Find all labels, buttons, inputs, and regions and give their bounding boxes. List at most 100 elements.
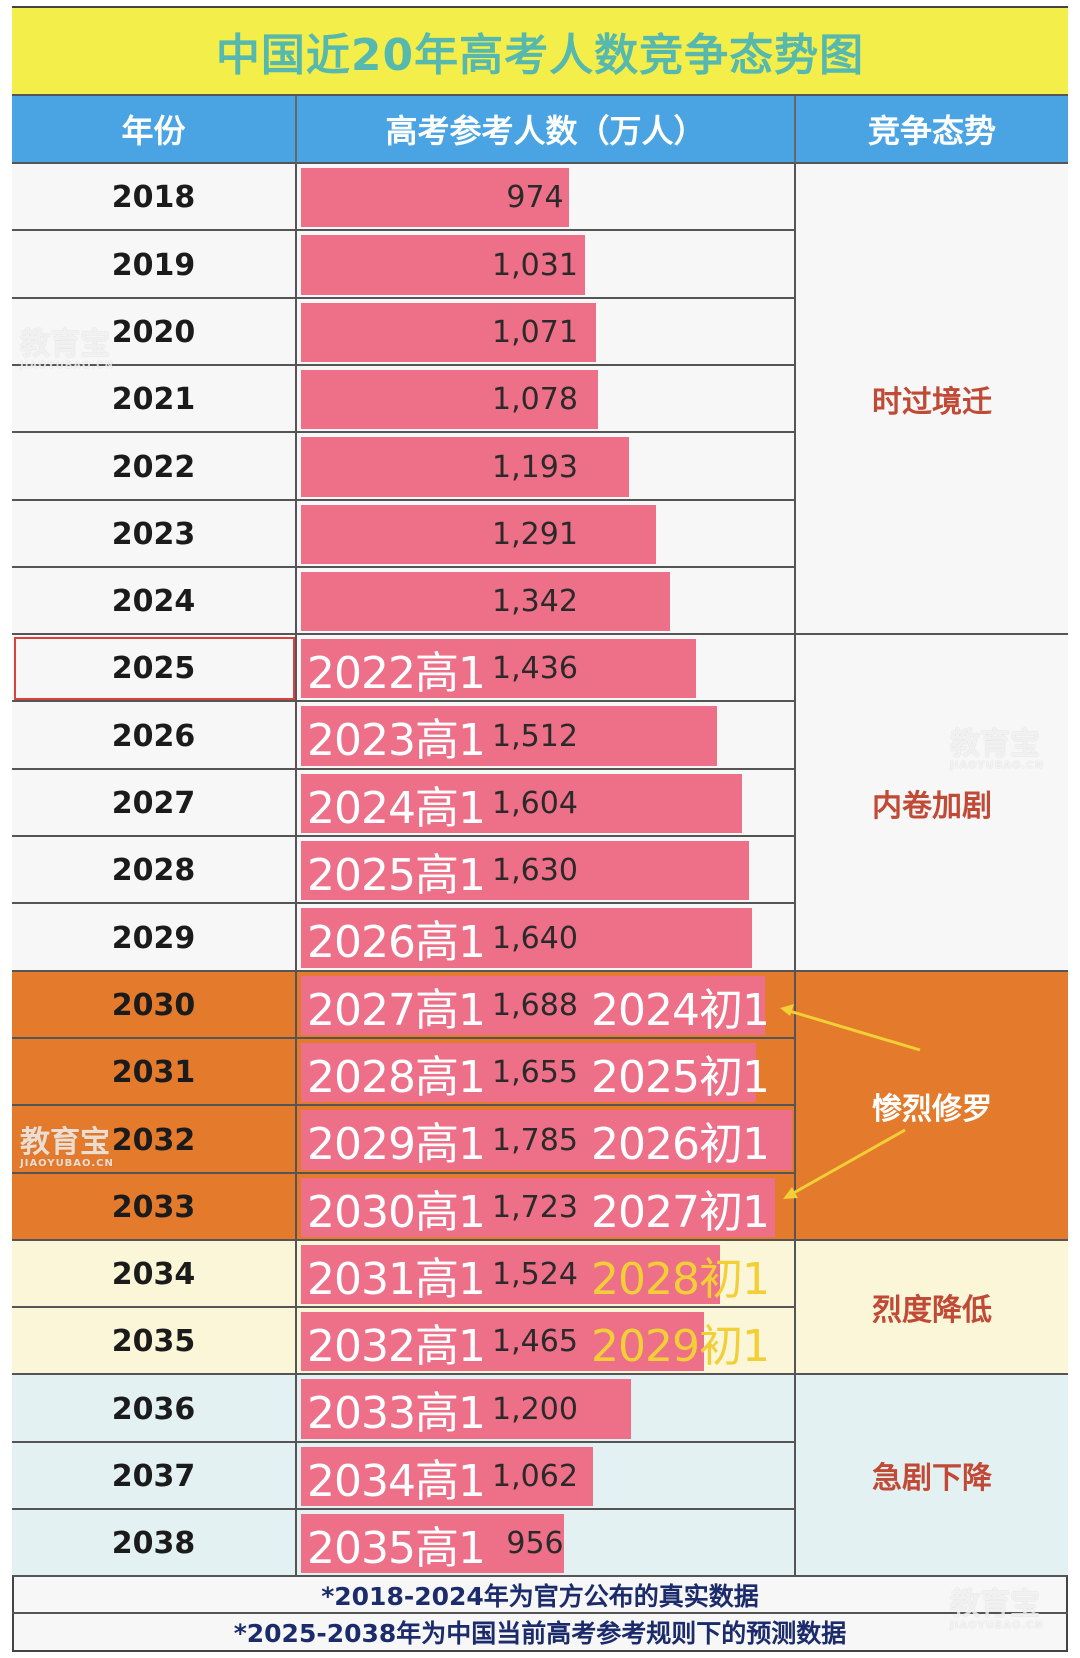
data-label: 1,071 bbox=[492, 315, 578, 350]
header-trend: 竞争态势 bbox=[796, 96, 1068, 164]
bar-cell: 1,342 bbox=[297, 568, 796, 635]
bar-cell: 2035高1 956 bbox=[297, 1510, 796, 1577]
cohort-label: 2024高1 bbox=[307, 782, 486, 834]
watermark: 教育宝 JIAOYUBAO.CN bbox=[20, 327, 114, 372]
cohort-label: 2023高1 bbox=[307, 715, 486, 766]
bar bbox=[301, 639, 696, 698]
year-cell: 2031 bbox=[12, 1039, 297, 1106]
bar bbox=[301, 1110, 792, 1170]
junior-cohort-label: 2027初1 bbox=[591, 1186, 770, 1238]
bar bbox=[301, 437, 629, 497]
junior-cohort-label: 2024初1 bbox=[591, 984, 770, 1036]
data-label: 1,723 bbox=[492, 1190, 578, 1225]
data-label: 1,436 bbox=[492, 651, 578, 686]
trend-label: 内卷加剧 bbox=[796, 635, 1068, 972]
trend-label: 烈度降低 bbox=[796, 1241, 1068, 1375]
watermark: 教育宝 JIAOYUBAO.CN bbox=[950, 727, 1044, 772]
bar bbox=[301, 1043, 756, 1102]
bar bbox=[301, 1245, 720, 1304]
chart-title: 中国近20年高考人数竞争态势图 bbox=[12, 8, 1068, 96]
note-real-data: *2018-2024年为官方公布的真实数据 bbox=[12, 1578, 1068, 1614]
bar bbox=[301, 1447, 593, 1506]
year-cell: 2036 bbox=[12, 1375, 297, 1443]
bar-cell: 1,291 bbox=[297, 501, 796, 568]
junior-cohort-label: 2025初1 bbox=[591, 1051, 770, 1103]
bar-cell: 2030高1 1,723 2027初1 bbox=[297, 1174, 796, 1241]
data-label: 1,655 bbox=[492, 1055, 578, 1090]
data-label: 1,512 bbox=[492, 718, 578, 754]
bar bbox=[301, 1312, 704, 1371]
junior-cohort-label: 2026初1 bbox=[591, 1119, 770, 1170]
data-label: 974 bbox=[506, 180, 564, 215]
data-label: 1,465 bbox=[492, 1324, 578, 1359]
year-cell: 2029 bbox=[12, 904, 297, 972]
watermark: 教育宝 JIAOYUBAO.CN bbox=[20, 1125, 114, 1170]
cohort-label: 2028高1 bbox=[307, 1051, 486, 1103]
bar-cell: 1,193 bbox=[297, 433, 796, 501]
cohort-label: 2031高1 bbox=[307, 1253, 486, 1305]
year-cell: 2018 bbox=[12, 164, 297, 231]
junior-cohort-label: 2029初1 bbox=[591, 1320, 770, 1372]
bar bbox=[301, 505, 656, 564]
data-label: 1,200 bbox=[492, 1391, 578, 1427]
bar-cell: 2027高1 1,688 2024初1 bbox=[297, 972, 796, 1039]
bar-cell: 974 bbox=[297, 164, 796, 231]
bar bbox=[301, 706, 717, 766]
data-label: 1,688 bbox=[492, 988, 578, 1023]
trend-label: 惨烈修罗 bbox=[796, 972, 1068, 1241]
bar bbox=[301, 572, 670, 631]
cohort-label: 2032高1 bbox=[307, 1320, 486, 1372]
cohort-label: 2033高1 bbox=[307, 1388, 486, 1439]
cohort-label: 2035高1 bbox=[307, 1522, 486, 1574]
year-cell: 2026 bbox=[12, 702, 297, 770]
year-cell: 2033 bbox=[12, 1174, 297, 1241]
data-label: 956 bbox=[506, 1526, 564, 1561]
bar bbox=[301, 370, 598, 429]
data-label: 1,785 bbox=[492, 1122, 578, 1158]
bar-cell: 2031高1 1,524 2028初1 bbox=[297, 1241, 796, 1308]
bar-cell: 2022高1 1,436 bbox=[297, 635, 796, 702]
header-year: 年份 bbox=[12, 96, 297, 164]
data-label: 1,604 bbox=[492, 786, 578, 821]
bar-cell: 1,031 bbox=[297, 231, 796, 299]
cohort-label: 2022高1 bbox=[307, 647, 486, 699]
year-cell: 2032 bbox=[12, 1106, 297, 1174]
year-cell: 2034 bbox=[12, 1241, 297, 1308]
bar bbox=[301, 1379, 631, 1439]
year-cell: 2021 bbox=[12, 366, 297, 433]
year-cell: 2037 bbox=[12, 1443, 297, 1510]
bar-cell: 2024高1 1,604 bbox=[297, 770, 796, 837]
year-cell: 2030 bbox=[12, 972, 297, 1039]
data-label: 1,630 bbox=[492, 853, 578, 888]
note-forecast-data: *2025-2038年为中国当前高考参考规则下的预测数据 bbox=[233, 1619, 847, 1648]
bar-cell: 2033高1 1,200 bbox=[297, 1375, 796, 1443]
year-cell: 2020 bbox=[12, 299, 297, 366]
year-cell: 2028 bbox=[12, 837, 297, 904]
year-cell: 2038 bbox=[12, 1510, 297, 1577]
bar bbox=[301, 774, 742, 833]
cohort-label: 2034高1 bbox=[307, 1455, 486, 1507]
year-cell: 2025 bbox=[12, 635, 297, 702]
bar bbox=[301, 235, 585, 295]
watermark: 教育宝 JIAOYUBAO.CN bbox=[950, 1587, 1044, 1632]
bar-cell: 2028高1 1,655 2025初1 bbox=[297, 1039, 796, 1106]
cohort-label: 2026高1 bbox=[307, 917, 486, 968]
data-label: 1,078 bbox=[492, 382, 578, 417]
cohort-label: 2025高1 bbox=[307, 849, 486, 901]
data-label: 1,193 bbox=[492, 449, 578, 485]
cohort-label: 2027高1 bbox=[307, 984, 486, 1036]
bar-cell: 2026高1 1,640 bbox=[297, 904, 796, 972]
data-label: 1,524 bbox=[492, 1257, 578, 1292]
bar bbox=[301, 303, 596, 362]
trend-label: 急剧下降 bbox=[796, 1375, 1068, 1577]
year-cell: 2022 bbox=[12, 433, 297, 501]
year-cell: 2019 bbox=[12, 231, 297, 299]
bar-cell: 1,071 bbox=[297, 299, 796, 366]
cohort-label: 2030高1 bbox=[307, 1186, 486, 1238]
year-cell: 2035 bbox=[12, 1308, 297, 1375]
bar bbox=[301, 1514, 564, 1573]
bar-cell: 1,078 bbox=[297, 366, 796, 433]
cohort-label: 2029高1 bbox=[307, 1119, 486, 1170]
data-label: 1,342 bbox=[492, 584, 578, 619]
bar bbox=[301, 976, 765, 1035]
